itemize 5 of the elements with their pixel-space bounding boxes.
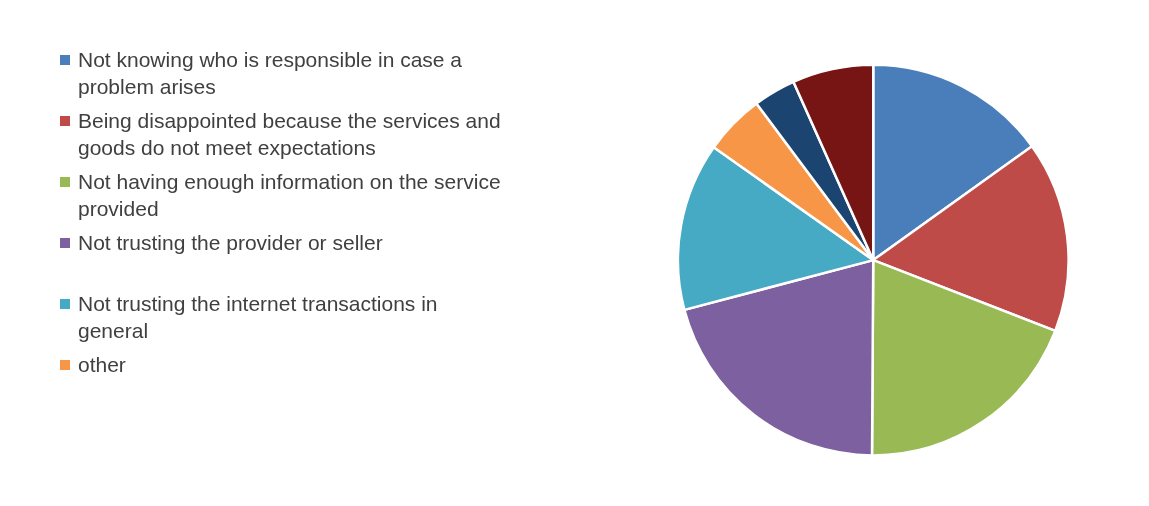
legend-label: Being disappointed because the services and goods do not meet expectations [78,109,501,160]
legend-label: Not knowing who is responsible in case a problem arises [78,48,463,99]
legend-label: Not having enough information on the service provided [78,170,501,221]
legend-label: other [78,353,126,376]
legend-label: Not trusting the provider or seller [78,231,383,254]
